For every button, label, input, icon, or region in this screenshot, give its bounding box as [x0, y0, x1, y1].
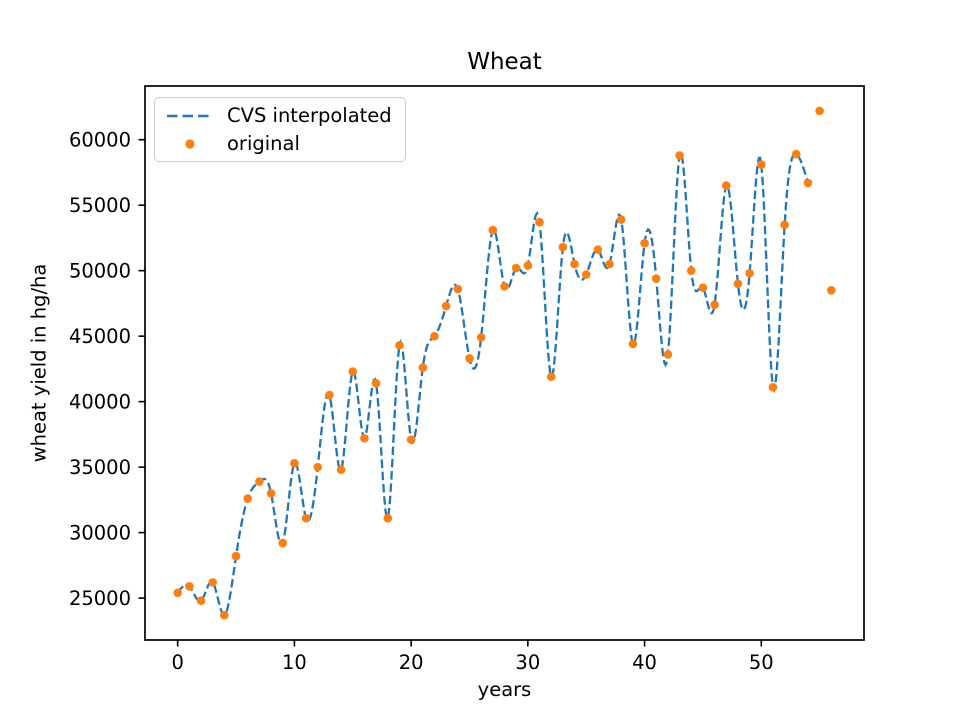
original-data-point [535, 217, 544, 227]
original-data-point [278, 538, 288, 548]
original-data-point [301, 513, 311, 523]
dot-icon [185, 138, 195, 149]
original-data-point [266, 489, 276, 498]
axes-spines [144, 85, 865, 641]
x-axis-label: years [477, 678, 532, 701]
original-data-point [441, 301, 451, 311]
original-data-point [803, 178, 813, 188]
original-data-point [313, 462, 323, 472]
x-tick-label: 50 [749, 651, 774, 674]
original-data-point [792, 149, 801, 159]
y-tick-label: 45000 [69, 325, 131, 348]
original-data-point [465, 354, 474, 363]
original-data-point [383, 513, 393, 523]
original-data-point [780, 220, 789, 230]
original-data-point [325, 390, 334, 400]
original-data-point [395, 341, 404, 350]
original-data-point [721, 181, 731, 190]
y-tick-label: 40000 [69, 391, 131, 414]
original-data-point [406, 435, 416, 444]
legend-entry-cvs-interpolated: CVS interpolated [163, 102, 397, 129]
original-data-point [663, 350, 673, 359]
original-data-point [605, 259, 614, 269]
original-data-point [686, 266, 696, 275]
original-data-point [827, 286, 836, 295]
original-data-point [173, 588, 182, 598]
original-data-point [570, 259, 579, 269]
original-data-point [500, 282, 509, 291]
original-data-point [558, 242, 568, 252]
x-tick-label: 40 [632, 651, 657, 674]
x-tick-label: 30 [515, 651, 540, 674]
legend-label-cvs-interpolated: CVS interpolated [227, 104, 392, 127]
legend-label-original: original [227, 132, 300, 155]
original-data-point [336, 465, 346, 475]
original-data-point [756, 160, 766, 169]
original-data-point [453, 284, 463, 294]
original-data-point [231, 551, 241, 561]
original-data-point [593, 245, 603, 255]
original-data-point [640, 238, 649, 248]
original-data-point [628, 339, 638, 349]
original-data-point [523, 261, 533, 270]
cvs-interpolated-line [176, 149, 810, 617]
y-tick-label: 25000 [69, 587, 131, 610]
original-data-point [185, 582, 194, 591]
original-data-point [733, 279, 743, 289]
y-axis-label: wheat yield in hg/ha [27, 263, 51, 463]
x-tick-label: 20 [399, 651, 424, 674]
x-tick-label: 0 [171, 651, 183, 674]
original-data-point [488, 225, 498, 235]
original-data-point [675, 151, 684, 160]
original-data-point [290, 458, 299, 468]
original-data-point [651, 274, 661, 283]
y-tick-label: 35000 [69, 456, 131, 479]
original-data-point [255, 477, 264, 486]
original-data-point [196, 596, 206, 606]
legend: CVS interpolated original [154, 97, 406, 162]
original-data-point [546, 372, 556, 382]
legend-entry-original: original [163, 130, 397, 157]
original-data-point [710, 300, 719, 310]
original-data-point [360, 434, 369, 443]
original-data-point [616, 215, 626, 224]
original-data-point [430, 331, 439, 341]
original-data-point [208, 578, 217, 587]
y-tick-label: 50000 [69, 260, 131, 283]
chart-title: Wheat [467, 49, 542, 75]
original-data-point [418, 363, 428, 372]
y-tick-label: 55000 [69, 194, 131, 217]
original-data-point [768, 382, 778, 392]
x-tick-label: 10 [282, 651, 307, 674]
original-data-point [371, 379, 381, 388]
original-data-point [220, 610, 229, 620]
original-data-point [243, 494, 253, 503]
original-data-point [348, 367, 358, 376]
y-tick-label: 30000 [69, 522, 131, 545]
original-data-point [698, 283, 708, 292]
original-data-point [815, 106, 824, 116]
original-data-point [511, 263, 521, 273]
y-tick-label: 60000 [69, 129, 131, 152]
dashed-line-icon [167, 114, 213, 117]
original-data-point [581, 270, 591, 279]
original-data-point [476, 333, 486, 342]
original-data-point [745, 268, 754, 278]
